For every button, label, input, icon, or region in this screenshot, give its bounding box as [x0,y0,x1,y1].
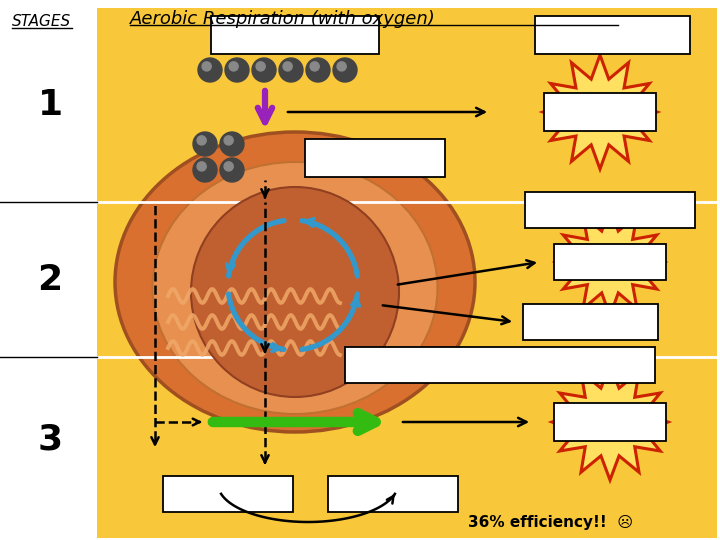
Circle shape [220,132,244,156]
Text: 1: 1 [37,88,63,122]
FancyBboxPatch shape [544,93,656,131]
Text: 2: 2 [37,263,63,297]
Ellipse shape [191,187,399,397]
FancyBboxPatch shape [554,403,666,441]
Circle shape [197,136,206,145]
FancyBboxPatch shape [211,16,379,54]
Ellipse shape [153,162,438,414]
FancyBboxPatch shape [534,16,690,54]
Polygon shape [552,364,668,480]
FancyBboxPatch shape [523,304,657,340]
FancyBboxPatch shape [554,244,666,280]
Circle shape [197,162,206,171]
Text: Aerobic Respiration (with oxygen): Aerobic Respiration (with oxygen) [130,10,436,28]
FancyBboxPatch shape [345,347,655,383]
Circle shape [224,136,233,145]
Circle shape [229,62,238,71]
Circle shape [333,58,357,82]
Circle shape [306,58,330,82]
Circle shape [252,58,276,82]
FancyBboxPatch shape [163,476,293,512]
Circle shape [283,62,292,71]
FancyBboxPatch shape [305,139,445,177]
Circle shape [225,58,249,82]
Circle shape [279,58,303,82]
Text: 3: 3 [37,423,63,457]
Polygon shape [556,208,664,316]
Circle shape [202,62,211,71]
Circle shape [337,62,346,71]
Ellipse shape [115,132,475,432]
Text: 36% efficiency!!  ☹: 36% efficiency!! ☹ [468,515,633,530]
Circle shape [220,158,244,182]
Polygon shape [543,55,657,169]
FancyBboxPatch shape [525,192,695,228]
Circle shape [256,62,265,71]
Circle shape [193,158,217,182]
Circle shape [193,132,217,156]
FancyBboxPatch shape [328,476,458,512]
Bar [97,8,717,538]
Text: STAGES: STAGES [12,14,71,29]
Circle shape [198,58,222,82]
Circle shape [224,162,233,171]
Circle shape [310,62,319,71]
